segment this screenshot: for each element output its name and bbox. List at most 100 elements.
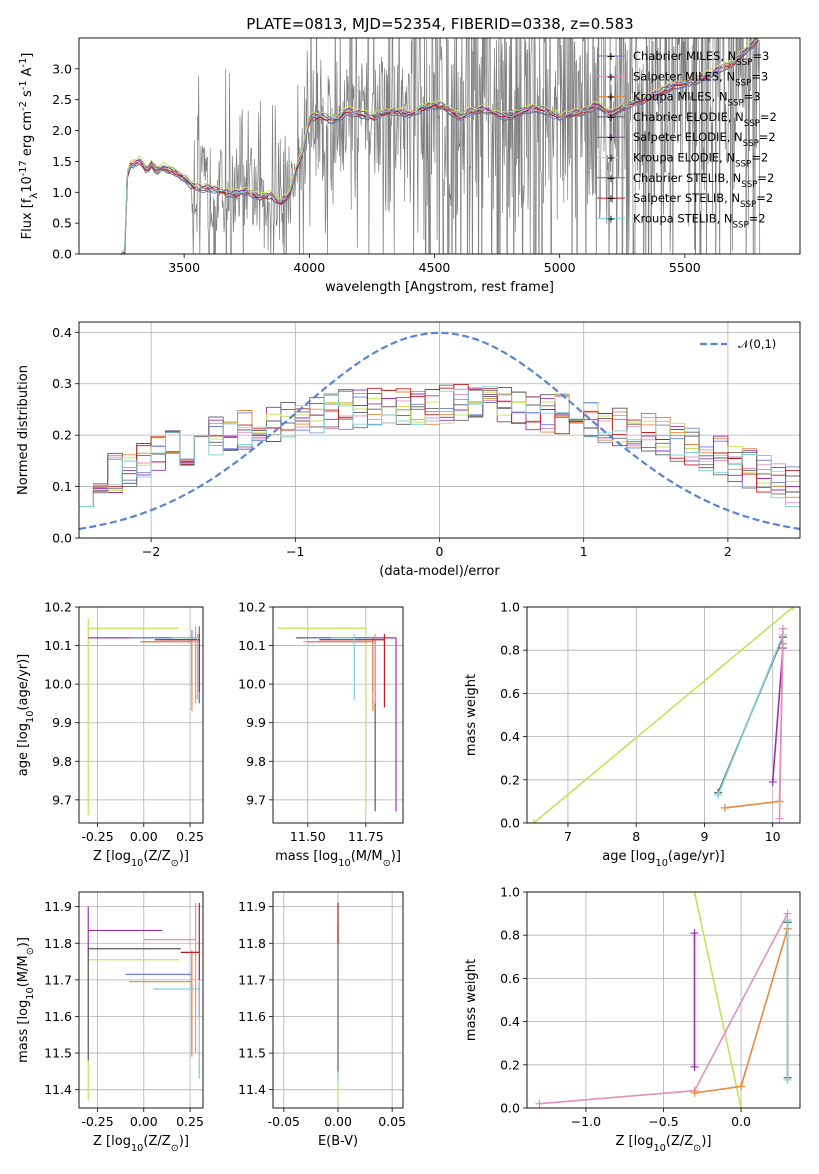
age-vs-mass-ytick-label: 9.9 (246, 715, 266, 730)
spectrum-model-line-chabrier-stelib (124, 40, 759, 254)
weight-vs-age-marker-salpeter-miles (775, 814, 784, 823)
weight-vs-Z-marker-salpeter-elodie (690, 1062, 699, 1071)
age-vs-Z-ytick-label: 10.1 (44, 638, 72, 653)
weight-vs-Z-ylabel: mass weight (464, 959, 479, 1041)
spectrum-ytick-label: 0.0 (52, 247, 72, 262)
mass-vs-EBV-xtick-label: 0.00 (324, 1114, 352, 1129)
weight-vs-age-ytick-label: 0.4 (500, 729, 520, 744)
age-vs-mass-xlabel: mass [log10(M/M⊙)] (275, 849, 401, 869)
mass-vs-EBV-xtick-label: -0.05 (268, 1114, 300, 1129)
age-vs-Z-frame (78, 606, 204, 824)
residuals-ytick-label: 0.3 (52, 376, 72, 391)
weight-vs-age-line-salpeter-miles (778, 628, 784, 819)
residuals-xtick-label: −2 (142, 544, 160, 559)
age-vs-mass-ytick-label: 9.7 (246, 792, 266, 807)
spectrum-xtick-label: 5500 (669, 260, 701, 275)
mass-vs-Z-xlabel: Z [log10(Z/Z⊙)] (93, 1134, 189, 1154)
weight-vs-age-line-kroupa-elodie (533, 607, 794, 823)
age-vs-Z-ylabel: age [log10(age/yr)] (16, 654, 36, 777)
weight-vs-Z-marker-kroupa-elodie (690, 892, 699, 896)
mass-vs-Z-frame (78, 891, 204, 1109)
weight-vs-Z-xlabel: Z [log10(Z/Z⊙)] (616, 1134, 712, 1154)
residuals-ylabel: Normed distribution (16, 365, 31, 495)
normal-legend-label: 𝒩(0,1) (738, 337, 776, 351)
spectrum-model-line-salpeter-stelib (122, 39, 759, 254)
mass-vs-EBV-xlabel: E(B-V) (318, 1134, 358, 1149)
spectrum-model-line-salpeter-elodie (121, 38, 757, 254)
age-vs-mass-ytick-label: 9.8 (246, 754, 266, 769)
legend-entry: Kroupa ELODIE, NSSP=2 (633, 151, 768, 170)
weight-vs-Z-ytick-label: 0.0 (500, 1101, 520, 1116)
weight-vs-age-xtick-label: 8 (632, 829, 640, 844)
mass-vs-Z-xtick-label: -0.25 (81, 1114, 113, 1129)
weight-vs-age-marker-kroupa-elodie (529, 819, 538, 823)
weight-vs-age-marker-kroupa-miles (720, 803, 729, 812)
weight-vs-Z-marker-salpeter-elodie (690, 929, 699, 938)
spectrum-ytick-label: 3.0 (52, 61, 72, 76)
weight-vs-Z-marker-kroupa-elodie (737, 1104, 746, 1108)
spectrum-xlabel: wavelength [Angstrom, rest frame] (325, 280, 554, 295)
residuals-frame (78, 321, 801, 539)
mass-vs-Z-ytick-label: 11.5 (44, 1046, 72, 1061)
normal-distribution-curve (78, 331, 801, 531)
mass-vs-EBV-ytick-label: 11.6 (238, 1009, 266, 1024)
spectrum-xtick-label: 4000 (293, 260, 325, 275)
weight-vs-Z-line-kroupa-elodie (693, 892, 742, 1108)
residuals-xtick-label: 0 (436, 544, 444, 559)
age-vs-mass-ytick-label: 10.1 (238, 638, 266, 653)
weight-vs-age-ytick-label: 0.2 (500, 772, 520, 787)
mass-vs-EBV-ytick-label: 11.7 (238, 972, 266, 987)
residuals-ytick-label: 0.0 (52, 531, 72, 546)
age-vs-mass-xtick-label: 11.50 (290, 829, 326, 844)
weight-vs-Z-ytick-label: 0.8 (500, 928, 520, 943)
weight-vs-Z-marker-salpeter-miles (535, 1099, 544, 1108)
weight-vs-Z-xtick-label: −1.0 (571, 1114, 601, 1129)
residuals-xlabel: (data-model)/error (379, 564, 500, 579)
legend-marker: + (606, 212, 615, 225)
age-vs-Z-ytick-label: 9.8 (52, 754, 72, 769)
age-vs-Z-xtick-label: 0.00 (130, 829, 158, 844)
weight-vs-age-marker-kroupa-stelib (714, 790, 723, 799)
weight-vs-age-marker-kroupa-elodie (789, 607, 798, 611)
legend-marker: + (606, 70, 615, 83)
age-vs-Z-ytick-label: 9.9 (52, 715, 72, 730)
spectrum-data-line (121, 38, 761, 254)
weight-vs-age-ytick-label: 0.0 (500, 816, 520, 831)
spectrum-ytick-label: 0.5 (52, 216, 72, 231)
legend-marker: + (606, 172, 615, 185)
residuals-xtick-label: 1 (580, 544, 588, 559)
residuals-ytick-label: 0.2 (52, 428, 72, 443)
weight-vs-age-line-salpeter-elodie (771, 647, 784, 783)
legend-entry: Chabrier MILES, NSSP=3 (633, 49, 769, 68)
mass-vs-Z-xtick-label: 0.00 (130, 1114, 158, 1129)
weight-vs-Z-xtick-label: 0.0 (731, 1114, 751, 1129)
age-vs-Z-xtick-label: -0.25 (81, 829, 113, 844)
spectrum-ytick-label: 1.5 (52, 154, 72, 169)
spectrum-xtick-label: 5000 (544, 260, 576, 275)
spectrum-ylabel: Flux [fλ10-17 erg cm-2 s-1 A-1] (18, 53, 40, 240)
mass-vs-EBV-ytick-label: 11.8 (238, 936, 266, 951)
weight-vs-Z-ytick-label: 0.4 (500, 1014, 520, 1029)
spectrum-xtick-label: 4500 (419, 260, 451, 275)
weight-vs-age-xtick-label: 10 (765, 829, 781, 844)
mass-vs-Z-ytick-label: 11.7 (44, 972, 72, 987)
weight-vs-Z-marker-kroupa-miles (690, 1088, 699, 1097)
residuals-xtick-label: −1 (286, 544, 304, 559)
residuals-xtick-label: 2 (724, 544, 732, 559)
legend-marker: + (606, 91, 615, 104)
weight-vs-Z-ytick-label: 0.6 (500, 971, 520, 986)
legend-entry: Kroupa MILES, NSSP=3 (633, 90, 761, 109)
mass-vs-EBV-ytick-label: 11.5 (238, 1046, 266, 1061)
legend-entry: Chabrier ELODIE, NSSP=2 (633, 110, 777, 129)
legend-marker: + (606, 111, 615, 124)
legend-entry: Kroupa STELIB, NSSP=2 (633, 211, 766, 230)
legend-entry: Salpeter STELIB, NSSP=2 (633, 191, 773, 210)
weight-vs-age-xtick-label: 9 (700, 829, 708, 844)
mass-vs-EBV-ytick-label: 11.9 (238, 899, 266, 914)
spectrum-model-line-kroupa-elodie (121, 38, 755, 252)
weight-vs-age-marker-salpeter-elodie (768, 777, 777, 786)
mass-vs-Z-ytick-label: 11.6 (44, 1009, 72, 1024)
mass-vs-EBV-xtick-label: 0.05 (378, 1114, 406, 1129)
weight-vs-age-line-kroupa-stelib (717, 634, 784, 796)
weight-vs-Z-ytick-label: 1.0 (500, 885, 520, 900)
